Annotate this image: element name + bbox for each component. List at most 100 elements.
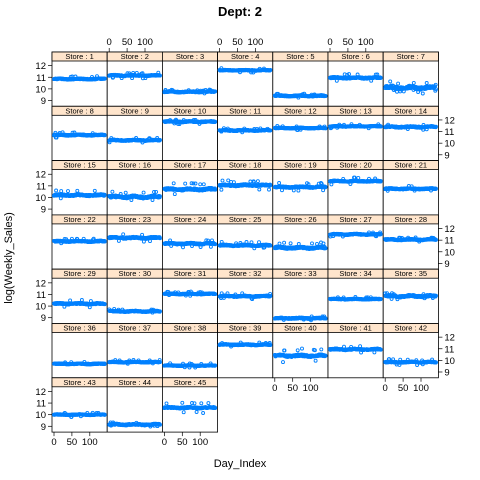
strip-label: Store : 33 — [284, 269, 317, 278]
points — [162, 87, 218, 96]
points — [217, 178, 273, 192]
data-point — [75, 188, 80, 193]
strip-label: Store : 14 — [395, 106, 428, 115]
points — [52, 74, 107, 82]
data-point — [220, 178, 225, 183]
panel-store-14: Store : 14 — [382, 105, 439, 162]
data-point — [123, 190, 128, 195]
strip-label: Store : 30 — [119, 269, 152, 278]
data-point — [323, 126, 328, 131]
points — [162, 238, 218, 250]
strip-label: Store : 27 — [339, 215, 372, 224]
data-point — [347, 72, 351, 77]
panel-store-25: Store : 25 — [217, 214, 274, 270]
panel-store-27: Store : 27 — [327, 214, 384, 270]
data-point — [219, 187, 224, 192]
data-point — [154, 189, 159, 194]
data-point — [158, 73, 162, 78]
points — [107, 232, 162, 244]
data-point — [171, 181, 176, 186]
points — [383, 122, 438, 132]
strip-label: Store : 10 — [174, 106, 207, 115]
strip-label: Store : 6 — [341, 52, 369, 61]
panel-store-3: Store : 3 — [161, 51, 218, 107]
data-point — [434, 186, 438, 191]
data-point — [59, 189, 64, 194]
panel-store-28: Store : 28 — [382, 214, 439, 270]
panel-store-17: Store : 17 — [161, 160, 218, 216]
strip-label: Store : 17 — [174, 161, 207, 170]
data-point — [277, 181, 282, 185]
panel-store-26: Store : 26 — [272, 214, 329, 270]
strip-label: Store : 29 — [63, 269, 96, 278]
strip-label: Store : 8 — [65, 106, 93, 115]
data-point — [267, 187, 271, 192]
panel-store-19: Store : 19 — [272, 160, 329, 216]
points — [328, 175, 383, 187]
panel-store-16: Store : 16 — [106, 160, 163, 216]
strip-label: Store : 23 — [119, 215, 152, 224]
data-point — [323, 94, 328, 98]
data-point — [121, 232, 126, 237]
data-point — [102, 193, 107, 198]
strip-label: Store : 3 — [176, 52, 204, 61]
data-point — [102, 76, 107, 81]
points — [52, 188, 107, 201]
strip-label: Store : 19 — [284, 161, 317, 170]
panel-store-30: Store : 30 — [106, 268, 163, 324]
strip-label: Store : 20 — [339, 161, 372, 170]
points — [272, 123, 328, 132]
panel-store-4: Store : 4 — [217, 51, 274, 107]
strip-label: Store : 24 — [174, 215, 207, 224]
points — [107, 189, 162, 202]
data-point — [420, 91, 425, 96]
strip-label: Store : 15 — [63, 161, 96, 170]
points — [107, 70, 162, 81]
points — [272, 180, 328, 193]
data-point — [213, 89, 218, 94]
points — [162, 117, 218, 127]
data-point — [213, 119, 218, 124]
strip-label: Store : 4 — [231, 52, 259, 61]
points — [328, 72, 383, 83]
panel-store-1: Store : 1 — [51, 51, 108, 107]
data-point — [158, 138, 162, 142]
data-point — [268, 183, 273, 188]
panel-store-21: Store : 21 — [382, 160, 439, 216]
panel-store-10: Store : 10 — [161, 105, 218, 162]
strip-label: Store : 25 — [229, 215, 262, 224]
panel-store-12: Store : 12 — [272, 105, 329, 162]
points — [217, 126, 273, 135]
data-point — [152, 190, 156, 194]
data-point — [158, 236, 162, 241]
data-point — [158, 194, 162, 199]
data-point — [411, 80, 416, 85]
data-point — [323, 185, 328, 189]
data-point — [296, 188, 301, 193]
panel-store-8: Store : 8 — [51, 105, 108, 162]
strip-label: Store : 31 — [174, 269, 207, 278]
strip-label: Store : 2 — [121, 52, 149, 61]
strip-label: Store : 13 — [339, 106, 372, 115]
data-point — [141, 190, 146, 195]
data-point — [172, 192, 177, 197]
data-point — [191, 181, 196, 186]
data-point — [226, 178, 231, 183]
data-point — [110, 189, 115, 194]
data-point — [434, 87, 438, 92]
strip-label: Store : 28 — [395, 215, 428, 224]
data-point — [102, 133, 107, 138]
strip — [382, 105, 439, 116]
panel-store-24: Store : 24 — [161, 214, 218, 270]
strip-label: Store : 32 — [229, 269, 262, 278]
panel-store-18: Store : 18 — [217, 160, 274, 216]
panel-store-2: Store : 2 — [106, 51, 163, 107]
strip-label: Store : 34 — [339, 269, 372, 278]
data-point — [201, 182, 206, 187]
panel-store-34: Store : 34 — [327, 268, 384, 324]
strip — [382, 51, 439, 62]
data-point — [198, 182, 203, 187]
data-point — [434, 124, 438, 129]
data-point — [378, 124, 383, 129]
